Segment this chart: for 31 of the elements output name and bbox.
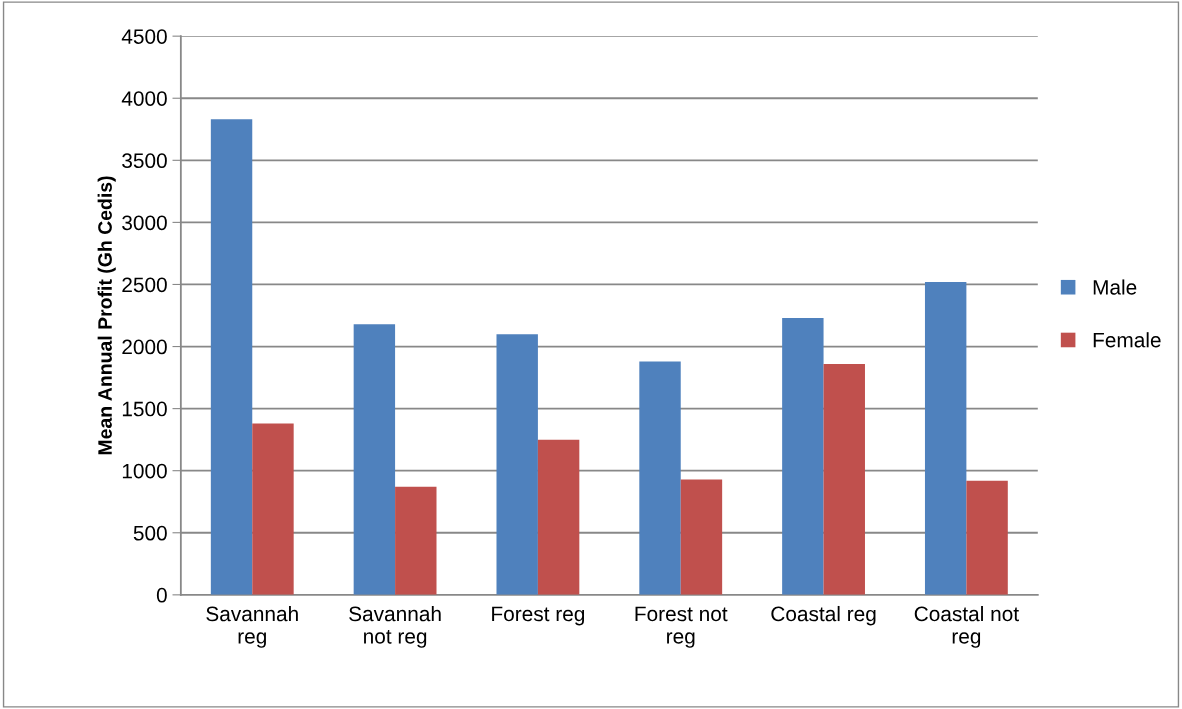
bar xyxy=(210,119,253,595)
x-tick-label: Savannah not reg xyxy=(349,605,441,648)
bar xyxy=(639,361,681,595)
y-tick-label: 0 xyxy=(156,587,167,603)
bar xyxy=(353,324,396,595)
y-tick-label: 3500 xyxy=(122,153,167,169)
x-tick-label: Forest not reg xyxy=(635,606,728,648)
y-tick-label: 1000 xyxy=(122,463,167,479)
bar xyxy=(496,334,538,595)
y-tick-label: 500 xyxy=(133,525,167,541)
legend-label: Female xyxy=(1093,332,1161,348)
bar xyxy=(680,479,723,595)
legend-label: Male xyxy=(1093,279,1137,295)
x-tick-label: Coastal not reg xyxy=(914,605,1019,648)
y-tick-label: 2000 xyxy=(122,339,167,355)
y-tick-label: 3000 xyxy=(122,215,167,231)
bar xyxy=(782,317,824,595)
bar xyxy=(252,423,294,595)
x-tick-label: Coastal reg xyxy=(771,605,876,626)
bar xyxy=(395,486,437,595)
bar xyxy=(823,363,865,595)
bar xyxy=(966,480,1008,595)
y-tick-label: 4000 xyxy=(121,91,167,106)
y-tick-label: 1500 xyxy=(122,401,167,417)
bar xyxy=(537,439,580,595)
x-tick-label: Savannah reg xyxy=(206,605,298,648)
x-tick-label: Forest reg xyxy=(492,606,585,626)
y-axis-title: Mean Annual Profit (Gh Cedis) xyxy=(97,176,116,455)
y-tick-label: 2500 xyxy=(122,277,167,293)
bar xyxy=(924,281,967,595)
y-tick-label: 4500 xyxy=(121,29,167,44)
